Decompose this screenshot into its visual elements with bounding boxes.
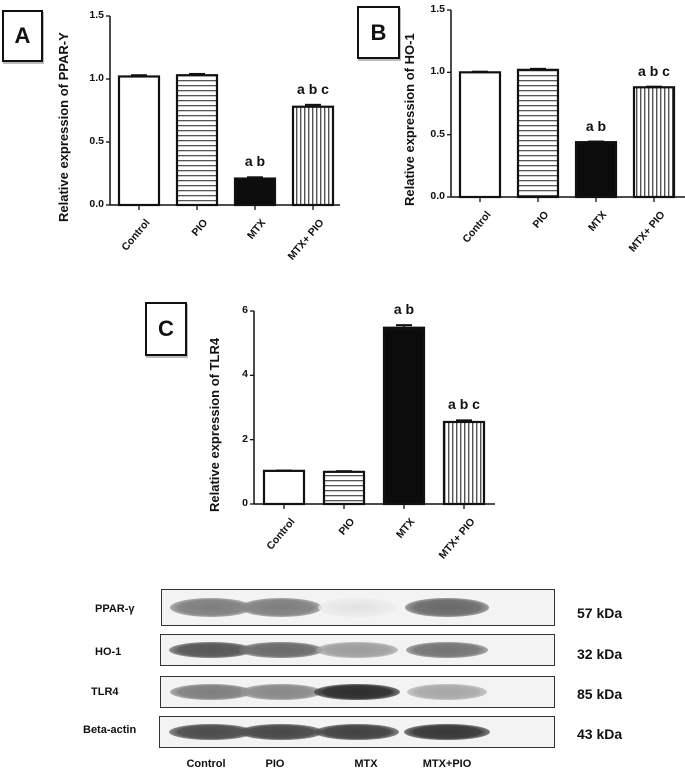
blot-protein-label: PPAR-γ [95, 603, 135, 615]
protein-band [314, 723, 400, 741]
significance-label: a b [244, 153, 266, 170]
y-tick-label: 0.5 [430, 127, 445, 140]
y-tick-label: 1.5 [430, 3, 445, 15]
protein-band [405, 641, 489, 659]
panel-label-c: C [145, 302, 187, 356]
blot-lane-label: PIO [265, 758, 285, 770]
panel-label-b: B [357, 6, 400, 59]
blot-strip-ho-1 [160, 634, 555, 666]
y-tick-label: 2 [242, 432, 248, 445]
blot-molecular-weight: 43 kDa [577, 726, 623, 742]
blot-lane-label: Control [186, 758, 226, 770]
y-tick-label: 4 [242, 368, 248, 381]
protein-band [239, 597, 323, 617]
blot-lane-label: MTX [354, 758, 378, 770]
blot-molecular-weight: 32 kDa [577, 646, 623, 662]
protein-band [406, 683, 488, 701]
protein-band [316, 641, 398, 659]
bar-control [262, 469, 306, 506]
significance-label: a b c [448, 396, 480, 413]
blot-protein-label: Beta-actin [83, 724, 137, 736]
protein-band [169, 683, 253, 701]
y-tick-label: 6 [242, 304, 248, 316]
bar-pio [516, 68, 560, 199]
blot-lane-label: MTX+PIO [422, 758, 472, 770]
significance-label: a b [393, 301, 415, 318]
bar-mtx [382, 326, 426, 506]
y-tick-label: 0.0 [89, 198, 104, 210]
blot-strip-tlr4 [160, 676, 555, 708]
bar-mtx-pio [442, 420, 486, 506]
panel-label-a: A [2, 10, 43, 62]
protein-band [238, 723, 324, 741]
protein-band [240, 683, 322, 701]
significance-label: a b c [297, 80, 329, 97]
blot-protein-label: TLR4 [91, 686, 119, 698]
protein-band [405, 597, 489, 617]
protein-band [169, 641, 253, 659]
y-tick-label: 1.0 [430, 65, 445, 78]
y-tick-label: 0 [242, 497, 248, 509]
y-tick-label: 1.0 [89, 72, 104, 84]
bar-mtx-pio [291, 105, 335, 207]
y-tick-label: 0.0 [430, 190, 445, 202]
protein-band [404, 723, 490, 741]
protein-band [317, 597, 397, 617]
blot-molecular-weight: 85 kDa [577, 686, 623, 702]
protein-band [239, 641, 323, 659]
protein-band [169, 597, 253, 617]
blot-molecular-weight: 57 kDa [577, 605, 623, 621]
y-tick-label: 0.5 [89, 135, 104, 147]
significance-label: a b [585, 117, 607, 134]
blot-protein-label: HO-1 [95, 646, 122, 658]
blot-strip-ppar- [161, 589, 555, 626]
bar-pio [322, 470, 366, 506]
significance-label: a b c [638, 62, 670, 79]
blot-strip-beta-actin [159, 716, 555, 748]
y-tick-label: 1.5 [89, 9, 104, 21]
protein-band [168, 723, 254, 741]
protein-band [314, 683, 400, 701]
